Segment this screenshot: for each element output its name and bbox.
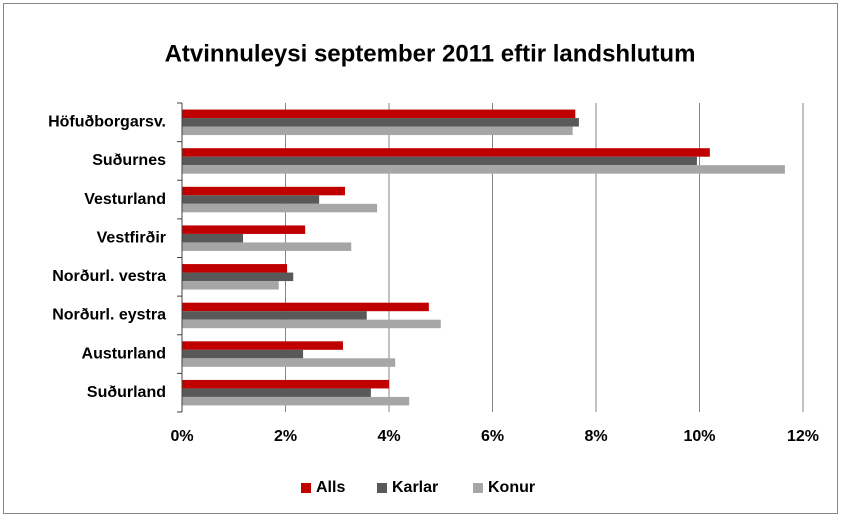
legend-label: Karlar (392, 479, 438, 496)
bar (182, 118, 579, 127)
x-tick-label: 0% (170, 428, 193, 445)
y-tick-label: Norðurl. eystra (52, 307, 166, 324)
chart-title: Atvinnuleysi september 2011 eftir landsh… (165, 40, 696, 67)
x-tick-label: 12% (787, 428, 819, 445)
x-tick-label: 6% (481, 428, 504, 445)
bar (182, 396, 410, 406)
y-tick-label: Vesturland (84, 191, 166, 208)
legend-label: Alls (316, 479, 345, 496)
x-tick-label: 8% (584, 428, 607, 445)
bar (182, 233, 244, 243)
bar (182, 311, 367, 320)
bar (182, 165, 785, 174)
bar (182, 281, 279, 290)
bar (182, 319, 441, 329)
bar (182, 242, 352, 251)
bar (182, 272, 294, 282)
bar (182, 195, 320, 204)
bar (182, 349, 304, 359)
y-tick-label: Suðurland (87, 384, 166, 401)
x-tick-label: 2% (274, 428, 297, 445)
bar (182, 358, 396, 367)
chart-frame (3, 3, 838, 514)
bar (182, 126, 573, 136)
bar (182, 148, 710, 157)
legend-swatch (377, 483, 387, 493)
bar (182, 156, 697, 166)
bar (182, 302, 429, 312)
bar (182, 341, 343, 350)
x-tick-label: 4% (377, 428, 400, 445)
y-tick-label: Austurland (82, 345, 166, 362)
bar (182, 109, 576, 119)
legend-swatch (301, 483, 311, 493)
bar (182, 186, 346, 196)
y-tick-label: Vestfirðir (97, 229, 166, 246)
bar (182, 264, 288, 273)
bar (182, 225, 306, 234)
y-tick-label: Suðurnes (92, 152, 166, 169)
x-tick-label: 10% (683, 428, 715, 445)
y-tick-label: Höfuðborgarsv. (48, 114, 166, 131)
y-tick-label: Norðurl. vestra (52, 268, 166, 285)
bar (182, 379, 389, 389)
legend-swatch (473, 483, 483, 493)
legend-label: Konur (488, 479, 535, 496)
bar (182, 388, 371, 397)
bar (182, 203, 378, 213)
